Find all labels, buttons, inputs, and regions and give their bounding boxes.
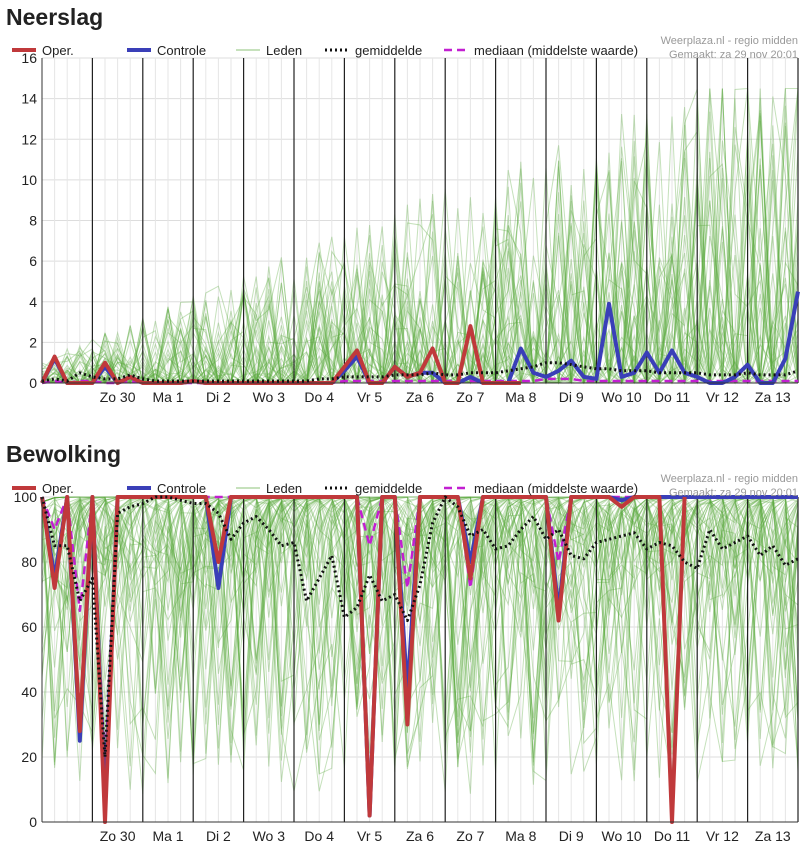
made-timestamp: Gemaakt: za 29 nov 20:01	[669, 49, 798, 61]
x-tick-label: Vr 12	[706, 389, 739, 405]
x-tick-label: Ma 8	[505, 389, 536, 405]
ensemble-member-line	[41, 120, 798, 384]
x-tick-label: Do 4	[304, 828, 334, 844]
x-tick-label: Di 9	[559, 389, 584, 405]
x-tick-label: Ma 8	[505, 828, 536, 844]
y-tick-label: 20	[21, 749, 37, 765]
bewolking-chart: 0 20 40 60 80 100 Zo 30 Ma 1 Di 2 Wo 3 Do 4 Vr 5 Za …	[12, 473, 799, 844]
x-tick-label: Di 2	[206, 828, 231, 844]
legend-mediaan-label: mediaan (middelste waarde)	[474, 43, 638, 58]
legend-oper-label: Oper.	[42, 43, 74, 58]
y-tick-label: 0	[29, 375, 37, 391]
x-tick-label: Di 9	[559, 828, 584, 844]
legend-leden-item: Leden	[236, 481, 302, 496]
ensemble-member-line	[42, 208, 799, 385]
series-gemiddelde-line	[41, 361, 799, 383]
x-tick-label: Zo 7	[456, 389, 484, 405]
legend-oper-item: Oper.	[12, 43, 74, 58]
ensemble-member-line	[41, 496, 799, 770]
neerslag-chart: 0 2 4 6 8 10 12 14 16 Zo 30 Ma 1 Di 2 Wo 3 Do 4 Vr 5 Za…	[12, 35, 800, 405]
legend-controle-item: Controle	[127, 481, 206, 496]
legend-controle-label: Controle	[157, 481, 206, 496]
legend-controle-item: Controle	[127, 43, 206, 58]
x-tick-label: Za 6	[406, 828, 434, 844]
x-tick-label: Zo 30	[100, 828, 136, 844]
y-tick-label: 80	[21, 554, 37, 570]
x-tick-label: Zo 30	[100, 389, 136, 405]
series-oper-line	[40, 495, 687, 824]
section-title-bewolking: Bewolking	[6, 441, 122, 467]
y-tick-label: 2	[29, 334, 37, 350]
ensemble-member-line	[41, 496, 799, 772]
y-tick-label: 4	[29, 294, 37, 310]
legend-gemiddelde-item: gemiddelde	[325, 481, 422, 496]
x-tick-label: Wo 10	[601, 828, 641, 844]
legend-mediaan-item: mediaan (middelste waarde)	[444, 43, 638, 58]
legend-leden-label: Leden	[266, 43, 302, 58]
x-tick-label: Ma 1	[152, 828, 183, 844]
legend-controle-label: Controle	[157, 43, 206, 58]
legend-leden-label: Leden	[266, 481, 302, 496]
ensemble-member-line	[41, 496, 799, 762]
y-tick-label: 100	[14, 489, 38, 505]
ensemble-member-line	[41, 496, 799, 769]
y-tick-label: 16	[21, 50, 37, 66]
y-tick-label: 6	[29, 253, 37, 269]
x-tick-label: Di 2	[206, 389, 231, 405]
x-tick-label: Za 13	[755, 389, 791, 405]
legend-oper-label: Oper.	[42, 481, 74, 496]
y-tick-label: 0	[29, 814, 37, 830]
ensemble-member-line	[41, 496, 799, 794]
y-tick-label: 60	[21, 619, 37, 635]
legend-mediaan-label: mediaan (middelste waarde)	[474, 481, 638, 496]
x-tick-label: Za 13	[755, 828, 791, 844]
legend-gemiddelde-label: gemiddelde	[355, 481, 422, 496]
source-text: Weerplaza.nl - regio midden	[661, 473, 798, 485]
x-tick-label: Vr 12	[706, 828, 739, 844]
ensemble-member-line	[41, 496, 799, 763]
made-timestamp: Gemaakt: za 29 nov 20:01	[669, 487, 798, 499]
ensemble-member-line	[41, 88, 798, 385]
legend-mediaan-item: mediaan (middelste waarde)	[444, 481, 638, 496]
ensemble-member-line	[41, 146, 798, 385]
y-tick-label: 8	[29, 213, 37, 229]
ensemble-member-line	[41, 496, 799, 761]
legend-gemiddelde-label: gemiddelde	[355, 43, 422, 58]
x-tick-label: Do 11	[654, 389, 691, 405]
legend-leden-item: Leden	[236, 43, 302, 58]
x-tick-label: Do 11	[654, 828, 691, 844]
x-tick-label: Vr 5	[357, 389, 382, 405]
series-mediaan-line	[41, 377, 798, 385]
x-tick-label: Wo 3	[253, 828, 286, 844]
x-tick-label: Vr 5	[357, 828, 382, 844]
y-tick-label: 40	[21, 684, 37, 700]
legend-gemiddelde-item: gemiddelde	[325, 43, 422, 58]
ensemble-member-line	[41, 496, 799, 781]
ensemble-member-line	[41, 107, 799, 385]
ensemble-member-line	[41, 496, 799, 778]
x-tick-label: Ma 1	[152, 389, 183, 405]
x-tick-label: Wo 10	[601, 389, 641, 405]
ensemble-member-line	[41, 496, 799, 763]
x-tick-label: Do 4	[304, 389, 334, 405]
y-tick-label: 12	[21, 131, 37, 147]
y-tick-label: 14	[21, 91, 37, 107]
section-title-neerslag: Neerslag	[6, 4, 104, 30]
ensemble-member-line	[42, 219, 799, 385]
ensemble-member-line	[41, 496, 799, 762]
x-tick-label: Wo 3	[253, 389, 286, 405]
legend-oper-item: Oper.	[12, 481, 74, 496]
source-text: Weerplaza.nl - regio midden	[661, 35, 798, 47]
x-tick-label: Za 6	[406, 389, 434, 405]
ensemble-member-line	[41, 496, 799, 794]
y-tick-label: 10	[21, 172, 37, 188]
x-tick-label: Zo 7	[456, 828, 484, 844]
